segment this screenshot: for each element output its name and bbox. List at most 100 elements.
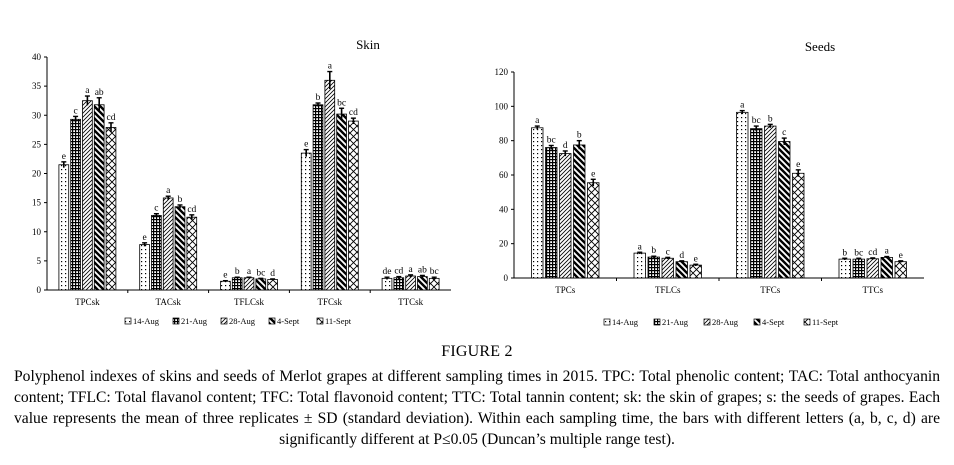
bar-seeds-TPCs-11-Sept bbox=[587, 182, 600, 279]
y-tick-label: 20 bbox=[32, 169, 42, 179]
significance-letter: a bbox=[638, 242, 643, 252]
significance-letter: c bbox=[666, 247, 670, 257]
significance-letter: e bbox=[142, 233, 146, 243]
bar-skin-TTCsk-11-Sept bbox=[428, 277, 440, 291]
y-tick-label: 0 bbox=[37, 285, 42, 295]
significance-letter: bc bbox=[337, 98, 346, 108]
bar-skin-TACsk-28-Aug bbox=[162, 197, 174, 291]
bar-skin-TPCsk-28-Aug bbox=[82, 100, 93, 291]
significance-letter: a bbox=[885, 247, 890, 257]
significance-letter: a bbox=[85, 86, 90, 96]
significance-letter: b bbox=[768, 114, 773, 124]
legend-swatch bbox=[703, 318, 711, 326]
y-tick-label: 120 bbox=[495, 67, 509, 77]
significance-letter: e bbox=[223, 271, 227, 281]
significance-letter: a bbox=[328, 62, 333, 72]
bar-seeds-TPCs-21-Aug bbox=[545, 147, 558, 279]
bar-seeds-TPCs-28-Aug bbox=[559, 153, 572, 279]
y-tick-label: 15 bbox=[32, 198, 42, 208]
legend-label: 14-Aug bbox=[612, 317, 639, 327]
significance-letter: a bbox=[535, 116, 540, 126]
bar-skin-TFLCsk-4-Sept bbox=[255, 278, 267, 291]
significance-letter: e bbox=[796, 160, 800, 170]
bar-seeds-TFCs-14-Aug bbox=[736, 111, 749, 279]
significance-letter: b bbox=[316, 93, 321, 103]
bar-skin-TFCsk-21-Aug bbox=[312, 104, 324, 291]
x-tick-label: TTCs bbox=[862, 285, 883, 295]
bar-seeds-TFLCs-28-Aug bbox=[661, 257, 674, 279]
figure-caption: Polyphenol indexes of skins and seeds of… bbox=[14, 368, 940, 448]
legend-swatch bbox=[803, 318, 811, 326]
bar-skin-TTCsk-21-Aug bbox=[393, 277, 405, 291]
x-tick-label: TFCsk bbox=[318, 297, 343, 307]
bar-skin-TACsk-21-Aug bbox=[151, 215, 162, 291]
bar-skin-TACsk-4-Sept bbox=[174, 206, 186, 291]
y-tick-label: 100 bbox=[495, 101, 509, 111]
significance-letter: b bbox=[842, 248, 847, 258]
y-tick-label: 20 bbox=[499, 239, 509, 249]
bar-skin-TFLCsk-21-Aug bbox=[231, 277, 243, 291]
y-tick-label: 60 bbox=[499, 170, 509, 180]
legend-label: 21-Aug bbox=[662, 317, 689, 327]
bar-skin-TTCsk-28-Aug bbox=[405, 275, 416, 291]
significance-letter: a bbox=[247, 267, 252, 277]
y-tick-label: 5 bbox=[37, 256, 42, 266]
significance-letter: cd bbox=[187, 205, 196, 215]
legend-label: 11-Sept bbox=[325, 316, 352, 326]
significance-letter: bc bbox=[854, 248, 863, 258]
y-tick-label: 10 bbox=[32, 227, 42, 237]
bar-seeds-TTCs-28-Aug bbox=[866, 258, 879, 279]
bar-skin-TTCsk-14-Aug bbox=[381, 277, 393, 291]
bar-skin-TPCsk-4-Sept bbox=[93, 104, 105, 291]
x-tick-label: TPCs bbox=[555, 285, 576, 295]
legend-label: 4-Sept bbox=[762, 317, 785, 327]
y-tick-label: 40 bbox=[499, 204, 509, 214]
legend-label: 14-Aug bbox=[133, 316, 160, 326]
significance-letter: d bbox=[679, 251, 684, 261]
x-tick-label: TPCsk bbox=[75, 297, 100, 307]
significance-letter: cd bbox=[107, 113, 116, 123]
x-tick-label: TTCsk bbox=[398, 297, 424, 307]
significance-letter: de bbox=[383, 267, 392, 277]
bar-seeds-TTCs-14-Aug bbox=[838, 258, 851, 279]
bar-skin-TPCsk-14-Aug bbox=[58, 164, 70, 291]
bar-seeds-TFCs-21-Aug bbox=[750, 128, 763, 279]
y-tick-label: 80 bbox=[499, 136, 509, 146]
y-tick-label: 40 bbox=[32, 52, 42, 62]
bar-skin-TPCsk-11-Sept bbox=[105, 127, 117, 291]
bar-seeds-TTCs-11-Sept bbox=[894, 261, 907, 279]
bar-seeds-TFLCs-21-Aug bbox=[647, 256, 660, 279]
legend-label: 28-Aug bbox=[712, 317, 739, 327]
significance-letter: ab bbox=[418, 265, 427, 275]
significance-letter: a bbox=[740, 101, 745, 111]
significance-letter: b bbox=[577, 131, 582, 141]
legend-swatch bbox=[220, 317, 228, 325]
significance-letter: bc bbox=[547, 135, 556, 145]
significance-letter: e bbox=[62, 152, 66, 162]
legend-swatch bbox=[753, 318, 761, 326]
significance-letter: c bbox=[73, 106, 77, 116]
bar-skin-TACsk-14-Aug bbox=[139, 244, 150, 291]
significance-letter: a bbox=[166, 186, 171, 196]
bar-seeds-TTCs-4-Sept bbox=[880, 256, 893, 279]
significance-letter: ab bbox=[95, 88, 104, 98]
legend-swatch bbox=[316, 317, 324, 325]
bar-skin-TFCsk-28-Aug bbox=[324, 79, 336, 291]
y-tick-label: 25 bbox=[32, 139, 42, 149]
y-tick-label: 30 bbox=[32, 110, 42, 120]
bar-skin-TFCsk-4-Sept bbox=[336, 113, 347, 291]
significance-letter: bc bbox=[256, 268, 265, 278]
bar-seeds-TTCs-21-Aug bbox=[852, 258, 865, 279]
bar-seeds-TFLCs-14-Aug bbox=[633, 252, 646, 279]
bar-skin-TACsk-11-Sept bbox=[186, 216, 198, 291]
significance-letter: cd bbox=[868, 248, 877, 258]
bar-seeds-TPCs-14-Aug bbox=[531, 127, 544, 279]
bar-skin-TFCsk-14-Aug bbox=[300, 152, 312, 291]
significance-letter: d bbox=[270, 269, 275, 279]
legend-swatch bbox=[653, 318, 661, 326]
bar-skin-TPCsk-21-Aug bbox=[70, 118, 81, 291]
significance-letter: b bbox=[651, 246, 656, 256]
skin-chart-title: Skin bbox=[356, 37, 380, 52]
